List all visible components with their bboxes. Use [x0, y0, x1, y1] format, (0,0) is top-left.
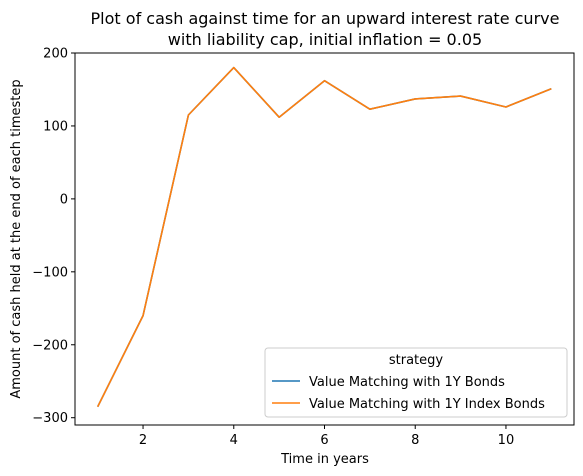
plot-frame	[74, 52, 575, 426]
x-tick-label: 10	[498, 433, 515, 448]
y-tick-label: −300	[32, 411, 68, 426]
y-tick-label: −100	[32, 265, 68, 280]
legend-label-1y-index-bonds: Value Matching with 1Y Index Bonds	[309, 397, 545, 412]
x-axis-label: Time in years	[280, 452, 369, 467]
y-tick-label: 100	[43, 119, 68, 134]
y-axis-ticks: −300 −200 −100 0 100 200	[32, 47, 75, 426]
legend-label-1y-bonds: Value Matching with 1Y Bonds	[309, 375, 505, 390]
y-axis-label: Amount of cash held at the end of each t…	[9, 79, 24, 398]
legend-title: strategy	[389, 353, 444, 368]
legend-box	[264, 347, 568, 418]
x-axis-ticks: 2 4 6 8 10	[139, 425, 514, 448]
series-lines	[96, 66, 552, 408]
x-tick-label: 8	[411, 433, 419, 448]
y-tick-label: 200	[43, 47, 68, 62]
x-tick-label: 4	[230, 433, 238, 448]
x-tick-label: 2	[139, 433, 147, 448]
y-tick-label: −200	[32, 338, 68, 353]
chart-title-line-1: Plot of cash against time for an upward …	[91, 9, 560, 28]
chart-title-line-2: with liability cap, initial inflation = …	[168, 30, 482, 49]
legend: strategy Value Matching with 1Y Bonds Va…	[264, 347, 568, 418]
x-tick-label: 6	[320, 433, 328, 448]
series-line-1y-index-bonds	[96, 66, 552, 408]
y-tick-label: 0	[60, 192, 68, 207]
